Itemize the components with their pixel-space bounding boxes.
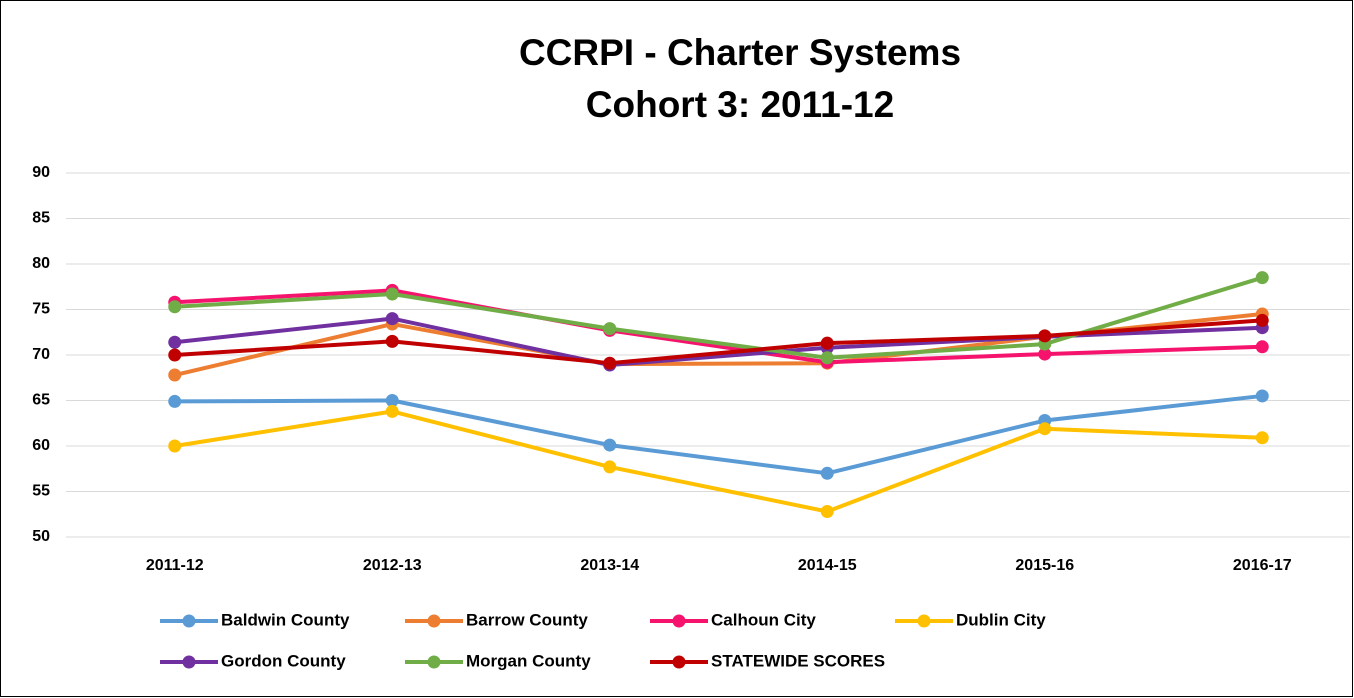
- legend-label: Barrow County: [466, 610, 588, 629]
- series-line: [174, 288, 1263, 365]
- series-line: [174, 393, 1263, 476]
- data-point: [1038, 329, 1052, 343]
- data-point: [820, 505, 834, 519]
- data-point: [603, 322, 617, 336]
- data-point: [385, 312, 399, 326]
- legend-label: STATEWIDE SCORES: [711, 651, 885, 670]
- x-tick-label: 2014-15: [798, 557, 857, 574]
- data-point: [385, 404, 399, 418]
- legend-label: Morgan County: [466, 651, 591, 670]
- y-tick-label: 75: [32, 301, 50, 318]
- legend-label: Baldwin County: [221, 610, 350, 629]
- data-point: [168, 368, 182, 382]
- x-tick-label: 2013-14: [580, 557, 639, 574]
- y-tick-label: 65: [32, 392, 50, 409]
- legend-label: Calhoun City: [711, 610, 816, 629]
- data-point: [168, 439, 182, 453]
- data-point: [820, 351, 834, 365]
- y-tick-label: 90: [32, 164, 50, 181]
- legend-label: Gordon County: [221, 651, 346, 670]
- data-point: [1255, 431, 1269, 445]
- data-point: [1038, 347, 1052, 361]
- series-line: [174, 409, 1263, 514]
- data-point: [385, 334, 399, 348]
- y-tick-label: 50: [32, 528, 50, 545]
- data-point: [1255, 271, 1269, 285]
- legend-marker: [917, 614, 931, 628]
- x-tick-label: 2016-17: [1233, 557, 1292, 574]
- legend-label: Dublin City: [956, 610, 1046, 629]
- x-tick-label: 2011-12: [146, 557, 204, 574]
- legend-marker: [182, 614, 196, 628]
- data-point: [385, 394, 399, 407]
- legend-marker: [182, 655, 196, 669]
- data-point: [1255, 340, 1269, 354]
- data-point: [820, 336, 834, 350]
- series-line: [174, 318, 1263, 366]
- y-tick-label: 60: [32, 437, 50, 454]
- legend-marker: [427, 655, 441, 669]
- legend-marker: [672, 655, 686, 669]
- data-point: [603, 438, 617, 452]
- data-point: [1255, 313, 1269, 327]
- data-point: [820, 466, 834, 480]
- data-point: [168, 335, 182, 349]
- data-point: [1038, 422, 1052, 436]
- data-point: [168, 348, 182, 362]
- chart-subtitle: Cohort 3: 2011-12: [586, 84, 894, 125]
- y-tick-label: 55: [32, 483, 50, 500]
- data-point: [603, 356, 617, 370]
- data-point: [168, 300, 182, 314]
- y-tick-label: 70: [32, 346, 50, 363]
- x-tick-label: 2015-16: [1015, 557, 1074, 574]
- legend-marker: [427, 614, 441, 628]
- x-tick-label: 2012-13: [363, 557, 422, 574]
- data-point: [1255, 389, 1269, 403]
- y-tick-label: 80: [32, 255, 50, 272]
- chart-title: CCRPI - Charter Systems: [519, 32, 961, 73]
- data-point: [385, 287, 399, 301]
- legend-marker: [672, 614, 686, 628]
- data-point: [603, 460, 617, 474]
- data-point: [168, 394, 182, 408]
- y-tick-label: 85: [32, 210, 50, 227]
